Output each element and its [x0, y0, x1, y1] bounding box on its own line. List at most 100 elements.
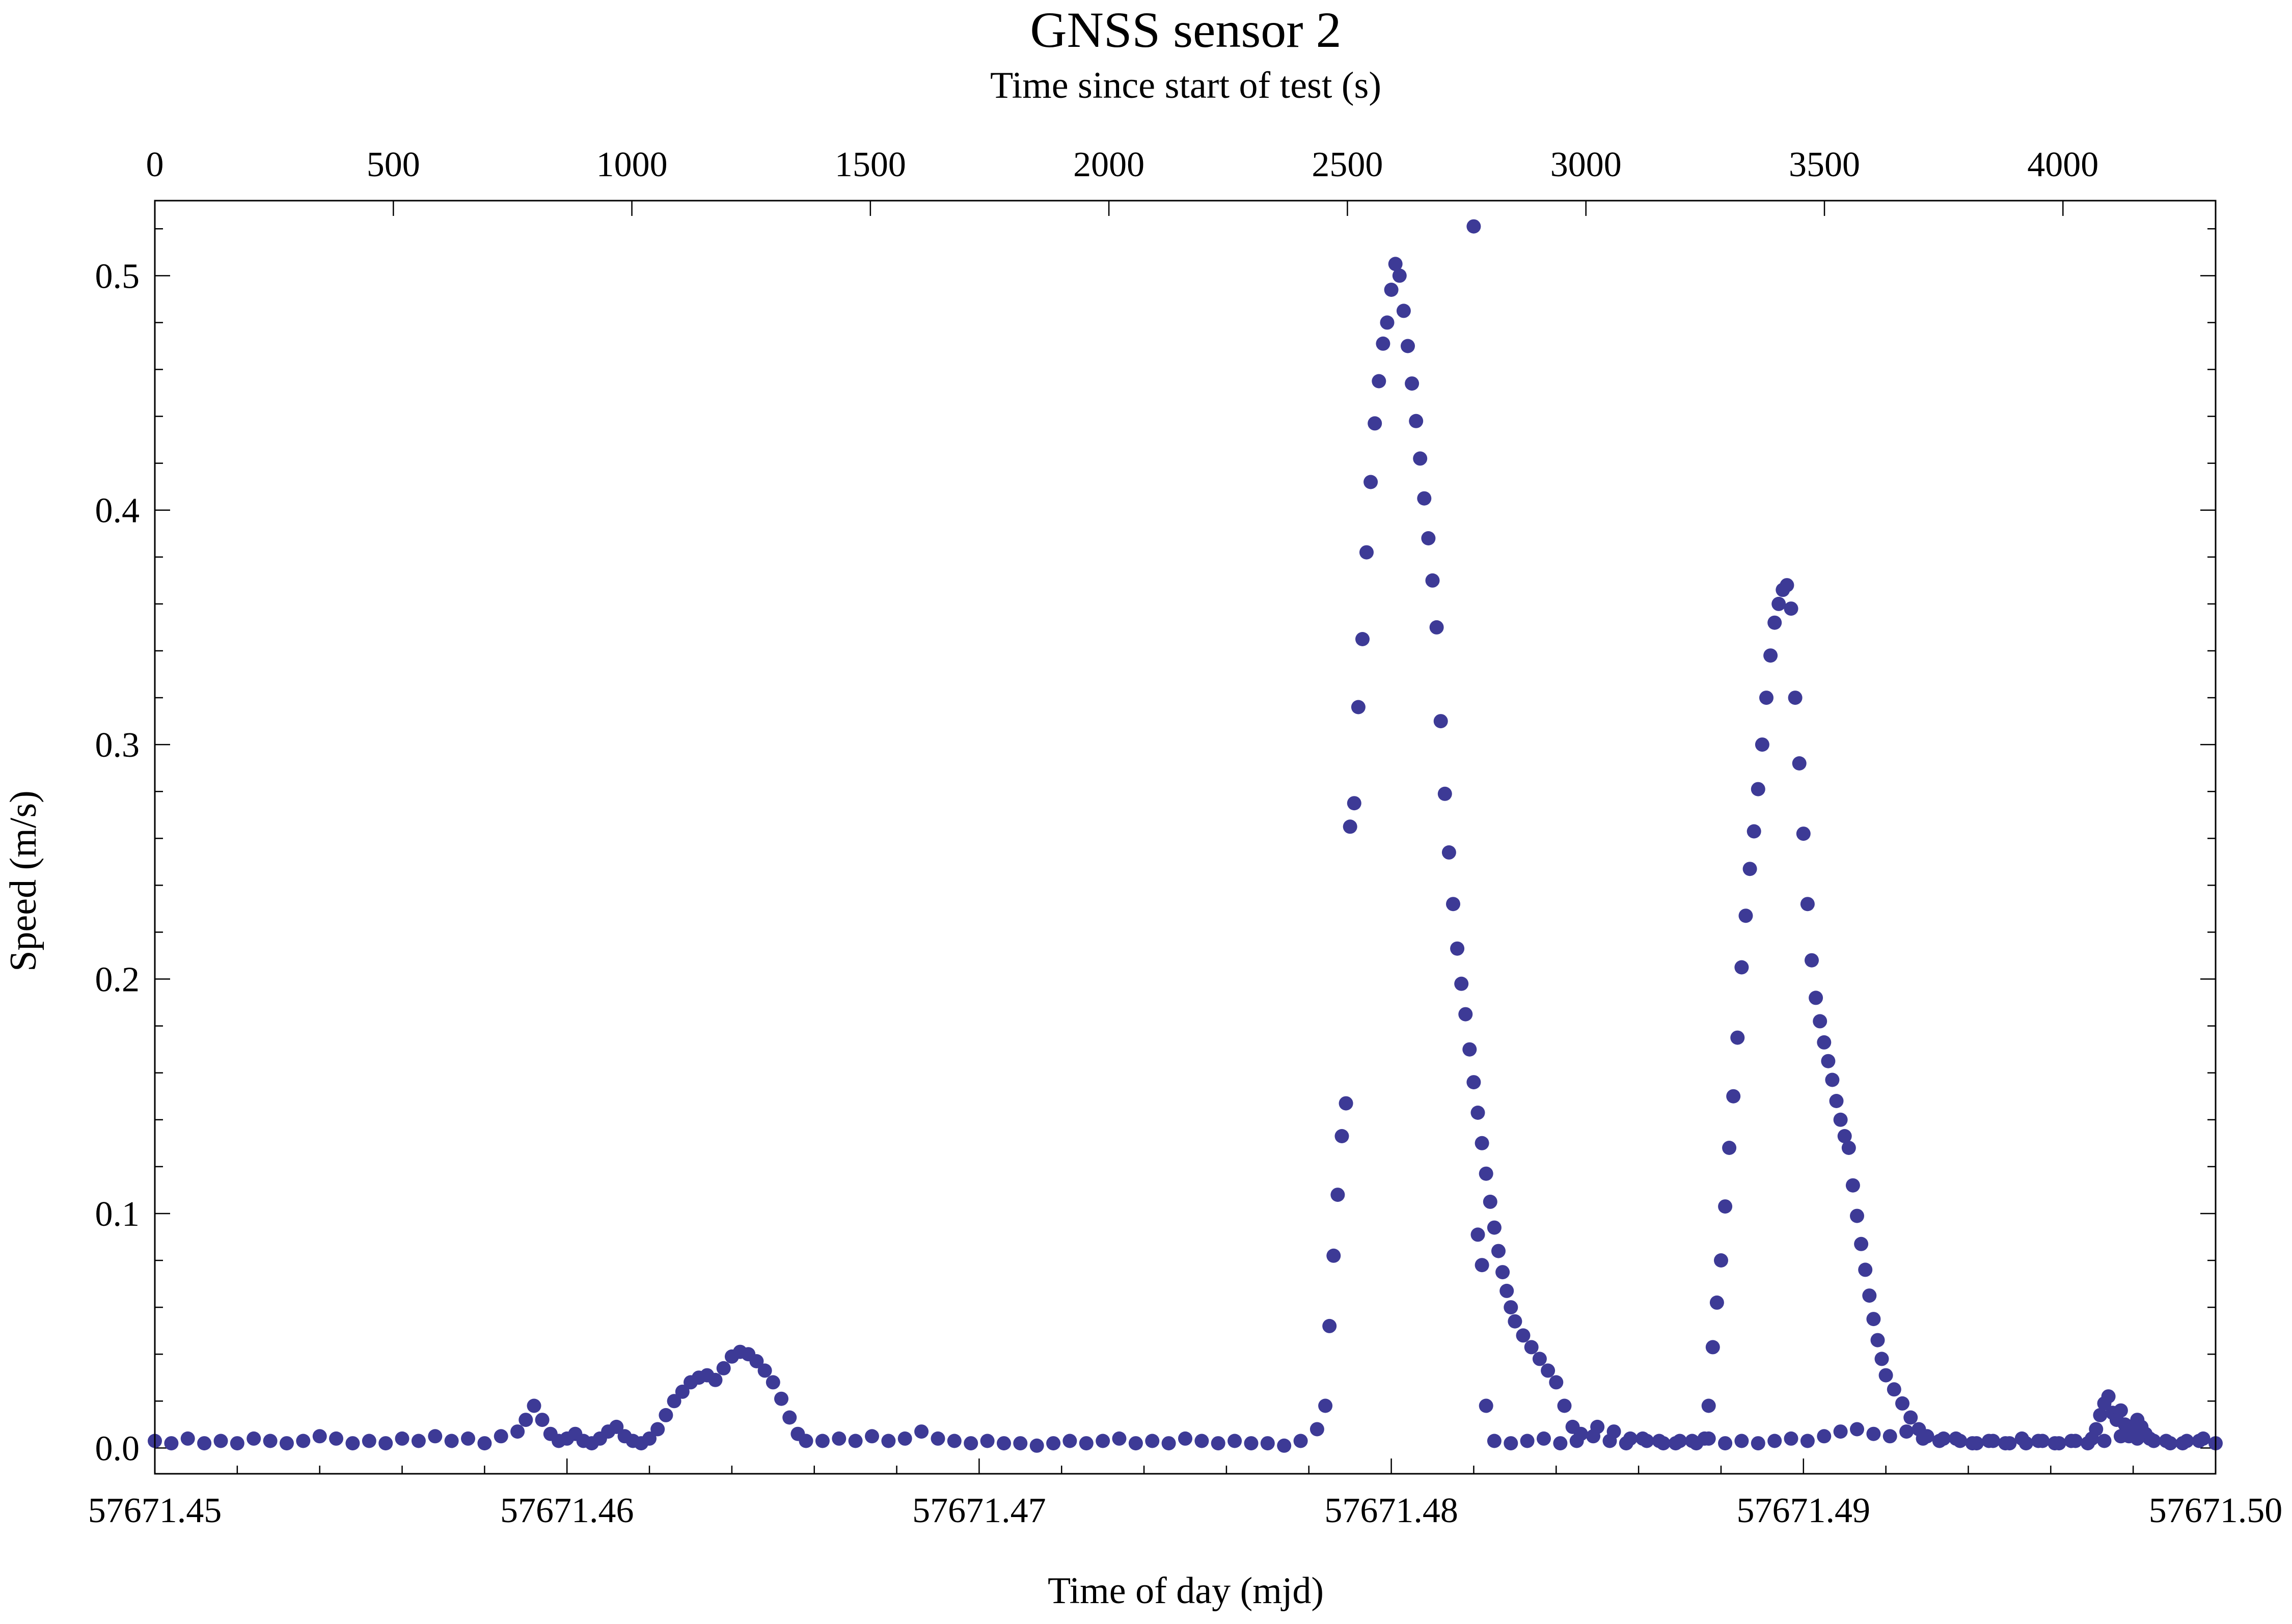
data-point — [230, 1436, 244, 1451]
data-point — [1483, 1194, 1497, 1209]
data-point — [1372, 374, 1386, 389]
axis-ticks — [154, 201, 2217, 1474]
chart-title: GNSS sensor 2 — [1030, 2, 1341, 58]
data-point — [881, 1434, 896, 1448]
data-point — [1487, 1220, 1502, 1235]
data-point — [1475, 1258, 1489, 1273]
data-point — [1178, 1431, 1192, 1446]
data-point — [1504, 1300, 1518, 1315]
data-point — [1878, 1368, 1893, 1383]
data-point — [1524, 1340, 1539, 1355]
top-x-tick-label: 3500 — [1789, 145, 1860, 184]
data-point — [329, 1431, 343, 1446]
data-point — [1805, 953, 1819, 968]
data-point — [1046, 1436, 1061, 1451]
data-point — [1800, 897, 1815, 912]
data-point — [345, 1436, 360, 1451]
top-x-tick-label: 2000 — [1073, 145, 1144, 184]
data-point — [1470, 1106, 1485, 1120]
data-point — [1722, 1141, 1737, 1155]
data-point — [1339, 1096, 1353, 1111]
data-point — [1553, 1436, 1568, 1451]
x-axis-label: Time of day (mjd) — [1048, 1570, 1324, 1612]
data-point — [1701, 1398, 1716, 1413]
data-point — [1829, 1094, 1844, 1108]
data-point — [164, 1436, 179, 1451]
data-point — [1466, 219, 1481, 234]
data-point — [1446, 897, 1460, 912]
data-point — [1767, 1434, 1782, 1448]
data-point — [1462, 1042, 1477, 1057]
data-point — [1458, 1007, 1473, 1022]
data-point — [1903, 1410, 1918, 1425]
data-point — [1569, 1434, 1584, 1448]
data-point — [1417, 491, 1432, 506]
data-point — [2081, 1436, 2095, 1451]
data-point — [1714, 1253, 1728, 1268]
data-point — [1635, 1431, 1650, 1446]
data-point — [1326, 1248, 1341, 1263]
top-x-tick-label: 0 — [146, 145, 164, 184]
data-point — [815, 1434, 830, 1448]
data-point — [1318, 1398, 1333, 1413]
data-point — [1800, 1434, 1815, 1448]
data-point — [1355, 632, 1370, 646]
data-point — [1450, 941, 1465, 956]
data-point — [1309, 1422, 1324, 1437]
data-point — [395, 1431, 410, 1446]
data-point — [1837, 1129, 1852, 1143]
data-point — [1701, 1431, 1716, 1446]
data-point — [279, 1436, 294, 1451]
data-point — [2089, 1422, 2104, 1437]
data-point — [1475, 1136, 1489, 1150]
data-point — [444, 1434, 459, 1448]
x-tick-label: 57671.48 — [1324, 1491, 1458, 1530]
data-point — [1363, 475, 1378, 489]
x-tick-label: 57671.46 — [500, 1491, 634, 1530]
data-point — [1784, 1431, 1798, 1446]
data-point — [1145, 1434, 1160, 1448]
data-point — [1293, 1434, 1308, 1448]
data-point — [1965, 1436, 1980, 1451]
data-point — [1541, 1363, 1556, 1378]
data-point — [1862, 1288, 1877, 1303]
data-point — [1161, 1436, 1176, 1451]
data-point — [2048, 1436, 2062, 1451]
y-tick-label: 0.3 — [95, 726, 140, 765]
data-point — [1520, 1434, 1535, 1448]
data-point — [1334, 1129, 1349, 1143]
data-point — [2196, 1431, 2211, 1446]
data-point — [1652, 1434, 1667, 1448]
data-point — [1194, 1434, 1209, 1448]
data-point — [1343, 819, 1357, 834]
data-point — [980, 1434, 995, 1448]
data-point — [1405, 376, 1420, 391]
data-point — [428, 1429, 443, 1444]
data-point — [1932, 1434, 1947, 1448]
data-point — [2113, 1403, 2128, 1418]
data-point — [667, 1394, 681, 1409]
data-point — [1705, 1340, 1720, 1355]
data-point — [1841, 1141, 1856, 1155]
data-point — [1549, 1375, 1564, 1390]
data-point — [1437, 786, 1452, 801]
data-point — [2113, 1429, 2128, 1444]
data-point — [1396, 304, 1411, 318]
data-point — [1062, 1434, 1077, 1448]
data-point — [897, 1431, 912, 1446]
data-point — [1376, 336, 1390, 351]
data-point — [1882, 1429, 1897, 1444]
data-point — [1380, 315, 1395, 330]
data-point — [1347, 796, 1361, 811]
data-point — [1747, 824, 1761, 839]
data-point — [247, 1431, 261, 1446]
data-point — [609, 1419, 624, 1434]
data-point — [782, 1410, 797, 1425]
data-point — [1767, 615, 1782, 630]
data-point — [1425, 573, 1440, 588]
data-point — [997, 1436, 1011, 1451]
data-point — [931, 1431, 945, 1446]
data-point — [1128, 1436, 1143, 1451]
data-point — [1401, 339, 1415, 353]
